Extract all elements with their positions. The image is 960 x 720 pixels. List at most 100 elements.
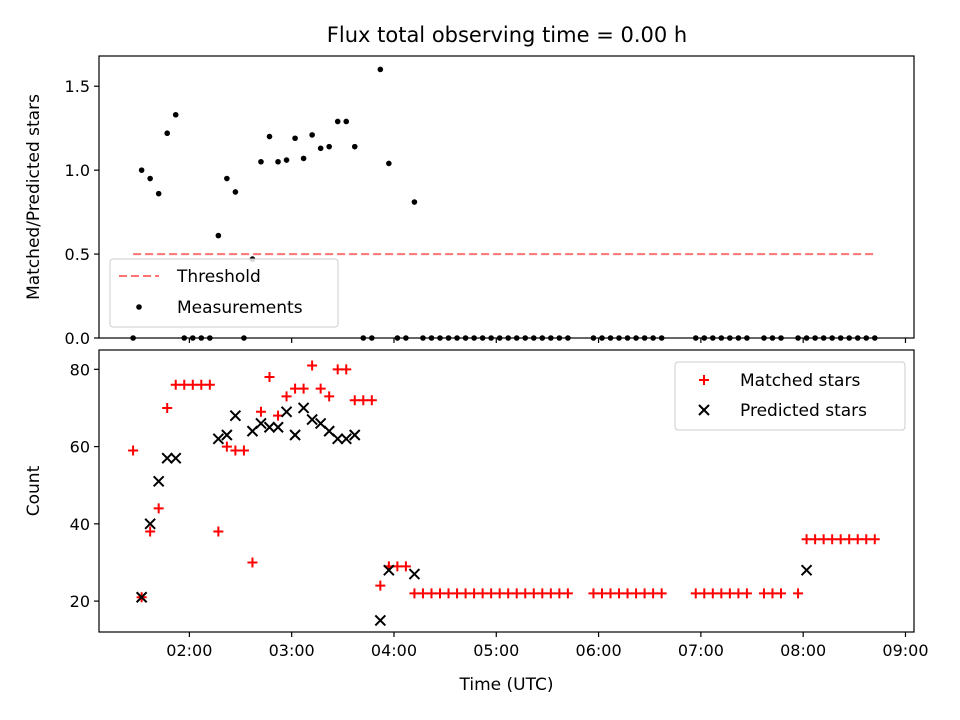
y-tick-label: 60 [70, 438, 90, 457]
matched-star-point [733, 588, 744, 599]
matched-star-point [128, 445, 139, 456]
predicted-star-point [229, 409, 242, 422]
measurement-point [241, 335, 247, 341]
predicted-star-point [272, 421, 284, 433]
measurement-point [360, 335, 367, 341]
count-panel: 20 40 60 80 02:00 03:00 04:00 05:00 06:00 07:00 08… [24, 349, 929, 695]
measurement-point [215, 232, 222, 239]
measurement-point [386, 160, 392, 167]
y-tick-label: 1.5 [65, 77, 90, 96]
predicted-star-point [289, 429, 301, 441]
predicted-star-point [408, 568, 421, 580]
measurement-point [701, 335, 708, 341]
measurement-point [505, 335, 512, 341]
matched-star-point [221, 441, 232, 452]
measurement-point [761, 335, 767, 341]
matched-star-point [810, 534, 821, 545]
matched-star-point [827, 534, 838, 545]
y-tick-label: 0.0 [65, 329, 90, 348]
matched-star-point [170, 379, 181, 390]
measurement-point [513, 335, 520, 341]
measurement-point [624, 335, 631, 341]
matched-star-point [349, 395, 360, 406]
measurement-point [769, 335, 776, 341]
measurement-point [300, 155, 307, 162]
matched-star-point [869, 534, 880, 545]
measurement-point [641, 335, 648, 341]
legend-threshold-label: Threshold [176, 267, 261, 287]
matched-star-point [315, 383, 326, 394]
measurement-point [317, 145, 324, 152]
measurement-point [309, 132, 315, 138]
measurement-point [377, 66, 384, 73]
measurement-point [718, 335, 725, 341]
measurement-point [812, 335, 818, 341]
measurement-point [155, 190, 162, 197]
predicted-star-point [297, 402, 310, 414]
matched-star-point [699, 588, 710, 599]
matched-star-point [290, 383, 301, 394]
matched-star-point [332, 364, 343, 375]
predicted-star-point [280, 406, 293, 418]
matched-star-point [520, 588, 531, 599]
measurement-point [471, 335, 477, 341]
y-tick-label: 0.5 [65, 245, 90, 264]
matched-star-point [255, 406, 266, 417]
predicted-star-point [800, 564, 813, 576]
legend-box [674, 361, 906, 431]
legend-predicted-swatch [698, 404, 710, 416]
matched-star-point [298, 383, 309, 394]
matched-star-point [835, 534, 846, 545]
measurement-point [181, 335, 188, 341]
measurement-point [403, 335, 409, 341]
matched-star-point [435, 588, 446, 599]
measurement-point [837, 335, 844, 341]
measurement-point [616, 335, 622, 341]
y-tick-label: 80 [70, 360, 90, 379]
matched-star-point [477, 588, 488, 599]
matched-star-point [707, 588, 718, 599]
measurement-point [164, 130, 171, 137]
x-tick-label: 08:00 [780, 641, 826, 660]
measurement-point [428, 335, 435, 341]
measurement-point [871, 335, 878, 341]
measurement-point [232, 189, 239, 195]
matched-star-point [281, 391, 292, 402]
measurement-point [522, 335, 529, 341]
matched-star-point [511, 588, 522, 599]
measurement-point [369, 335, 375, 341]
matched-star-point [341, 364, 352, 375]
matched-star-point [187, 379, 198, 390]
matched-star-point [801, 534, 812, 545]
predicted-star-point [161, 452, 173, 464]
measurement-point [727, 335, 733, 341]
matched-star-point [716, 588, 727, 599]
matched-star-point [622, 588, 633, 599]
measurement-point [343, 118, 350, 125]
measurement-point [479, 335, 486, 341]
matched-star-point [307, 360, 318, 371]
predicted-star-point [331, 433, 344, 445]
matched-star-point [844, 534, 855, 545]
matched-star-point [366, 395, 377, 406]
legend-box [109, 258, 339, 328]
matched-star-point [503, 588, 514, 599]
matched-star-point [596, 588, 607, 599]
measurement-point [863, 335, 870, 341]
predicted-star-point [374, 614, 387, 627]
measurement-point [599, 335, 605, 341]
matched-star-point [656, 588, 667, 599]
predicted-star-point [263, 421, 276, 433]
matched-star-point [767, 588, 778, 599]
predicted-star-point [212, 433, 225, 445]
measurement-point [207, 335, 213, 341]
measurement-point [198, 335, 205, 341]
measurement-point [420, 335, 426, 341]
legend-matched-swatch [699, 375, 709, 385]
predicted-star-point [135, 591, 148, 603]
matched-star-point [793, 588, 804, 599]
matched-star-point [375, 580, 386, 591]
measurement-point [334, 118, 341, 125]
matched-star-point [818, 534, 829, 545]
predicted-star-point [221, 429, 233, 441]
